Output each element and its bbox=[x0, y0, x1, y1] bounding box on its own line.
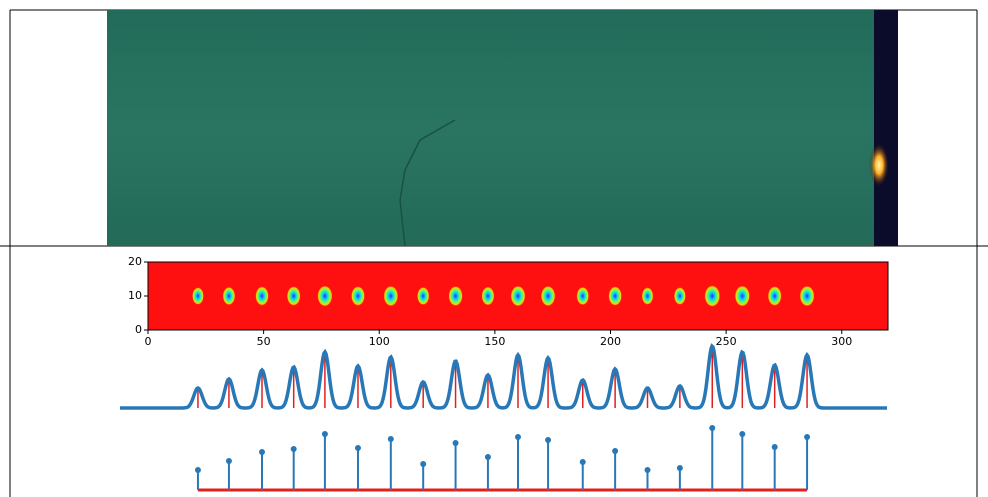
spot bbox=[481, 286, 494, 305]
stem-head bbox=[677, 465, 683, 471]
spot bbox=[351, 286, 365, 306]
dark-edge bbox=[874, 10, 898, 246]
spot bbox=[192, 287, 204, 305]
spot bbox=[704, 285, 720, 307]
spot bbox=[642, 287, 654, 305]
x-tick-label: 100 bbox=[369, 335, 390, 348]
y-tick-label: 10 bbox=[128, 289, 142, 302]
profile-curve bbox=[120, 346, 887, 408]
stem-head bbox=[545, 437, 551, 443]
spot bbox=[417, 287, 430, 306]
spot bbox=[255, 286, 269, 306]
spot bbox=[383, 286, 398, 307]
plots: 0 50 100 150 200 250 300 0 10 20 bbox=[120, 255, 888, 490]
stem-head bbox=[388, 436, 394, 442]
x-tick-label: 250 bbox=[716, 335, 737, 348]
stem-head bbox=[322, 431, 328, 437]
spot bbox=[223, 287, 236, 306]
stem-head bbox=[645, 467, 651, 473]
stem-head bbox=[739, 431, 745, 437]
x-tick-label: 150 bbox=[484, 335, 505, 348]
micrograph-bg bbox=[107, 10, 898, 246]
figure: 0 50 100 150 200 250 300 0 10 20 bbox=[0, 0, 988, 497]
x-tick-label: 0 bbox=[145, 335, 152, 348]
spot bbox=[799, 285, 814, 306]
stem-head bbox=[259, 449, 265, 455]
x-tick-label: 300 bbox=[831, 335, 852, 348]
spot bbox=[541, 286, 556, 307]
stem-head bbox=[453, 440, 459, 446]
stem-head bbox=[772, 444, 778, 450]
stem-head bbox=[515, 434, 521, 440]
stem-head bbox=[580, 459, 586, 465]
spot bbox=[768, 286, 782, 306]
x-tick-label: 200 bbox=[600, 335, 621, 348]
stem-head bbox=[804, 434, 810, 440]
spot bbox=[448, 286, 463, 307]
spot bbox=[287, 286, 301, 306]
y-tick-label: 0 bbox=[135, 323, 142, 336]
stem-head bbox=[709, 425, 715, 431]
spot bbox=[735, 285, 750, 306]
stem-head bbox=[226, 458, 232, 464]
micrograph bbox=[107, 10, 898, 246]
spot bbox=[674, 287, 686, 305]
stem-head bbox=[195, 467, 201, 473]
x-tick-label: 50 bbox=[257, 335, 271, 348]
spot bbox=[510, 285, 525, 306]
spot bbox=[576, 287, 589, 306]
page: 05010015020025030001020 (() => { const d… bbox=[0, 0, 988, 497]
glow bbox=[869, 143, 889, 187]
spot bbox=[608, 286, 622, 306]
stem-head bbox=[420, 461, 426, 467]
stem-head bbox=[291, 446, 297, 452]
stem-head bbox=[355, 445, 361, 451]
stem-head bbox=[612, 448, 618, 454]
spot bbox=[317, 285, 332, 306]
y-tick-label: 20 bbox=[128, 255, 142, 268]
stem-head bbox=[485, 454, 491, 460]
